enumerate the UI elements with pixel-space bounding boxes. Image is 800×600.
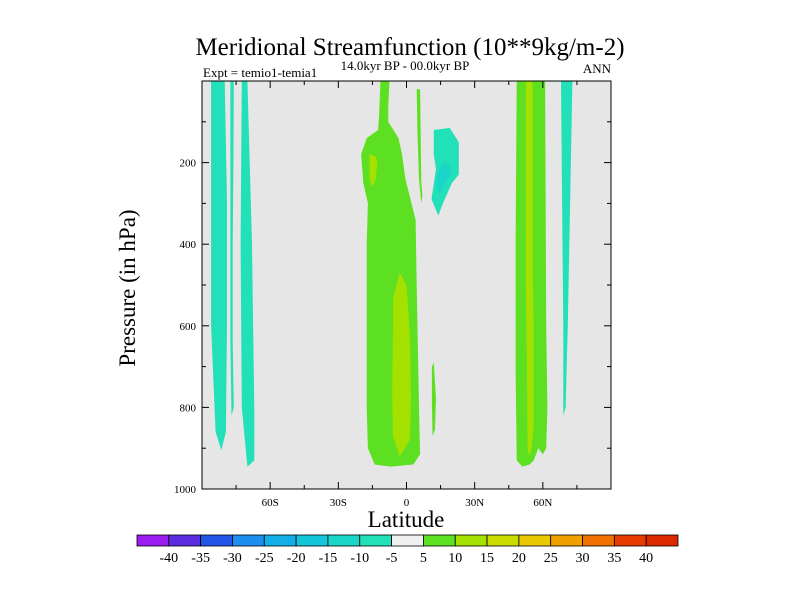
colorbar-swatch [295,534,329,547]
period-label: 14.0kyr BP - 00.0kyr BP [341,58,470,73]
colorbar-swatch [518,534,552,547]
contour-neg-band-sh-inner [240,81,255,467]
colorbar-level-label: 35 [607,551,621,566]
colorbar-level-label: -15 [319,551,338,566]
x-tick-label: 60N [533,497,552,509]
colorbar-level-label: 20 [512,551,526,566]
x-tick-label: 0 [404,497,410,509]
contour-pos-eq-mid-core [392,272,411,457]
colorbar-swatch [136,534,170,547]
colorbar-level-label: -40 [159,551,178,566]
y-tick-label: 400 [180,239,197,251]
colorbar-swatch [550,534,583,547]
x-tick-label: 30S [330,497,347,509]
contour-regions [211,81,573,467]
axis-ticks: 60S 30S 0 30N 60N 200 400 600 800 1000 [174,81,611,509]
colorbar-swatch [200,534,233,547]
y-axis-label: Pressure (in hPa) [115,209,140,366]
colorbar-swatch [232,534,265,547]
experiment-label: Expt = temio1-temia1 [203,65,317,80]
colorbar-level-label: 25 [544,551,558,566]
colorbar-level-label: 30 [576,551,590,566]
colorbar-level-label: -30 [223,551,242,566]
contour-neg-band-nh [561,81,573,416]
plot-frame [201,80,612,490]
x-tick-label: 60S [262,497,279,509]
contour-neg-band-sh-thin [230,81,234,416]
contour-pos-eq-upper-core [369,154,378,188]
colorbar-swatch [423,534,456,547]
colorbar-level-label: 5 [420,551,427,566]
colorbar-level-label: 15 [480,551,494,566]
colorbar-level-label: -10 [350,551,369,566]
colorbar-swatch [327,534,361,547]
contour-pos-right-strip [416,89,423,204]
y-tick-label: 600 [180,321,197,333]
colorbar-level-label: 40 [639,551,653,566]
y-tick-label: 800 [180,402,197,414]
colorbar-swatch [391,534,424,547]
contour-pos-small-lower [431,362,436,436]
colorbar-level-label: -5 [386,551,398,566]
colorbar-swatch [359,534,392,547]
colorbar-swatch [582,534,615,547]
colorbar-level-label: -25 [255,551,274,566]
x-axis-label: Latitude [368,507,445,532]
colorbar-swatch [454,534,488,547]
chart-title: Meridional Streamfunction (10**9kg/m-2) [195,34,624,61]
season-label: ANN [583,61,612,76]
colorbar: -40 -35 -30 -25 -20 -15 -10 -5 5 10 15 20 25 30 35 40 [136,534,679,566]
colorbar-swatch [486,534,520,547]
colorbar-swatch [645,534,679,547]
colorbar-swatch [613,534,647,547]
y-tick-label: 200 [180,158,197,170]
contour-neg-blob-core [436,162,451,194]
colorbar-level-label: 10 [448,551,462,566]
contour-pos-nh-core [525,81,534,457]
colorbar-level-label: -35 [191,551,210,566]
colorbar-swatch [263,534,297,547]
contour-neg-band-sh-outer [211,81,227,451]
x-tick-label: 30N [465,497,484,509]
y-tick-label: 1000 [174,484,197,496]
colorbar-level-label: -20 [287,551,306,566]
colorbar-swatch [168,534,202,547]
